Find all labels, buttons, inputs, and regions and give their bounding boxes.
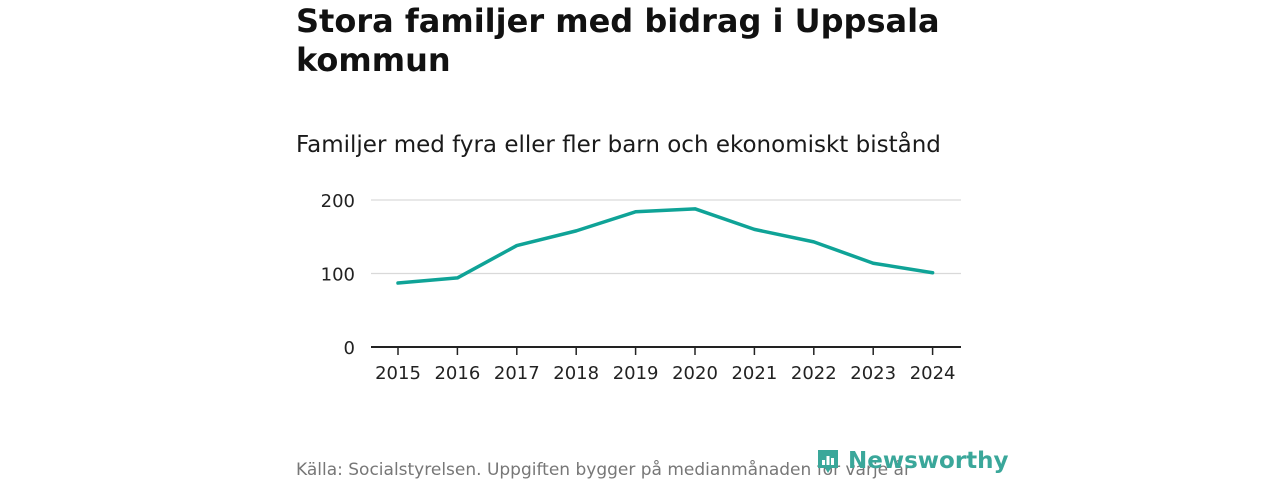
y-tick-label: 0 bbox=[344, 338, 355, 359]
x-tick-label: 2022 bbox=[791, 363, 837, 384]
x-tick-label: 2016 bbox=[434, 363, 480, 384]
data-point bbox=[812, 240, 816, 244]
series-line-0 bbox=[396, 207, 935, 285]
x-tick-label: 2019 bbox=[613, 363, 659, 384]
brand-name: Newsworthy bbox=[848, 448, 1009, 474]
data-point bbox=[693, 207, 697, 211]
data-point bbox=[515, 244, 519, 248]
chart-title: Stora familjer med bidrag i Uppsala komm… bbox=[296, 2, 940, 79]
x-tick-label: 2018 bbox=[553, 363, 599, 384]
y-tick-label: 100 bbox=[321, 265, 355, 286]
data-point bbox=[752, 227, 756, 231]
y-tick-label: 200 bbox=[321, 191, 355, 212]
data-point bbox=[396, 281, 400, 285]
source-note: Källa: Socialstyrelsen. Uppgiften bygger… bbox=[296, 460, 911, 480]
brand-logo: Newsworthy bbox=[816, 447, 1009, 475]
x-tick-label: 2023 bbox=[850, 363, 896, 384]
data-point bbox=[574, 229, 578, 233]
data-point bbox=[931, 271, 935, 275]
data-point bbox=[634, 210, 638, 214]
chart-subtitle: Familjer med fyra eller fler barn och ek… bbox=[296, 132, 941, 158]
x-tick-label: 2024 bbox=[910, 363, 956, 384]
data-point bbox=[871, 261, 875, 265]
x-tick-label: 2021 bbox=[731, 363, 777, 384]
data-point bbox=[455, 276, 459, 280]
newsworthy-logo-icon bbox=[818, 450, 838, 473]
x-tick-label: 2017 bbox=[494, 363, 540, 384]
x-tick-label: 2020 bbox=[672, 363, 718, 384]
x-tick-label: 2015 bbox=[375, 363, 421, 384]
